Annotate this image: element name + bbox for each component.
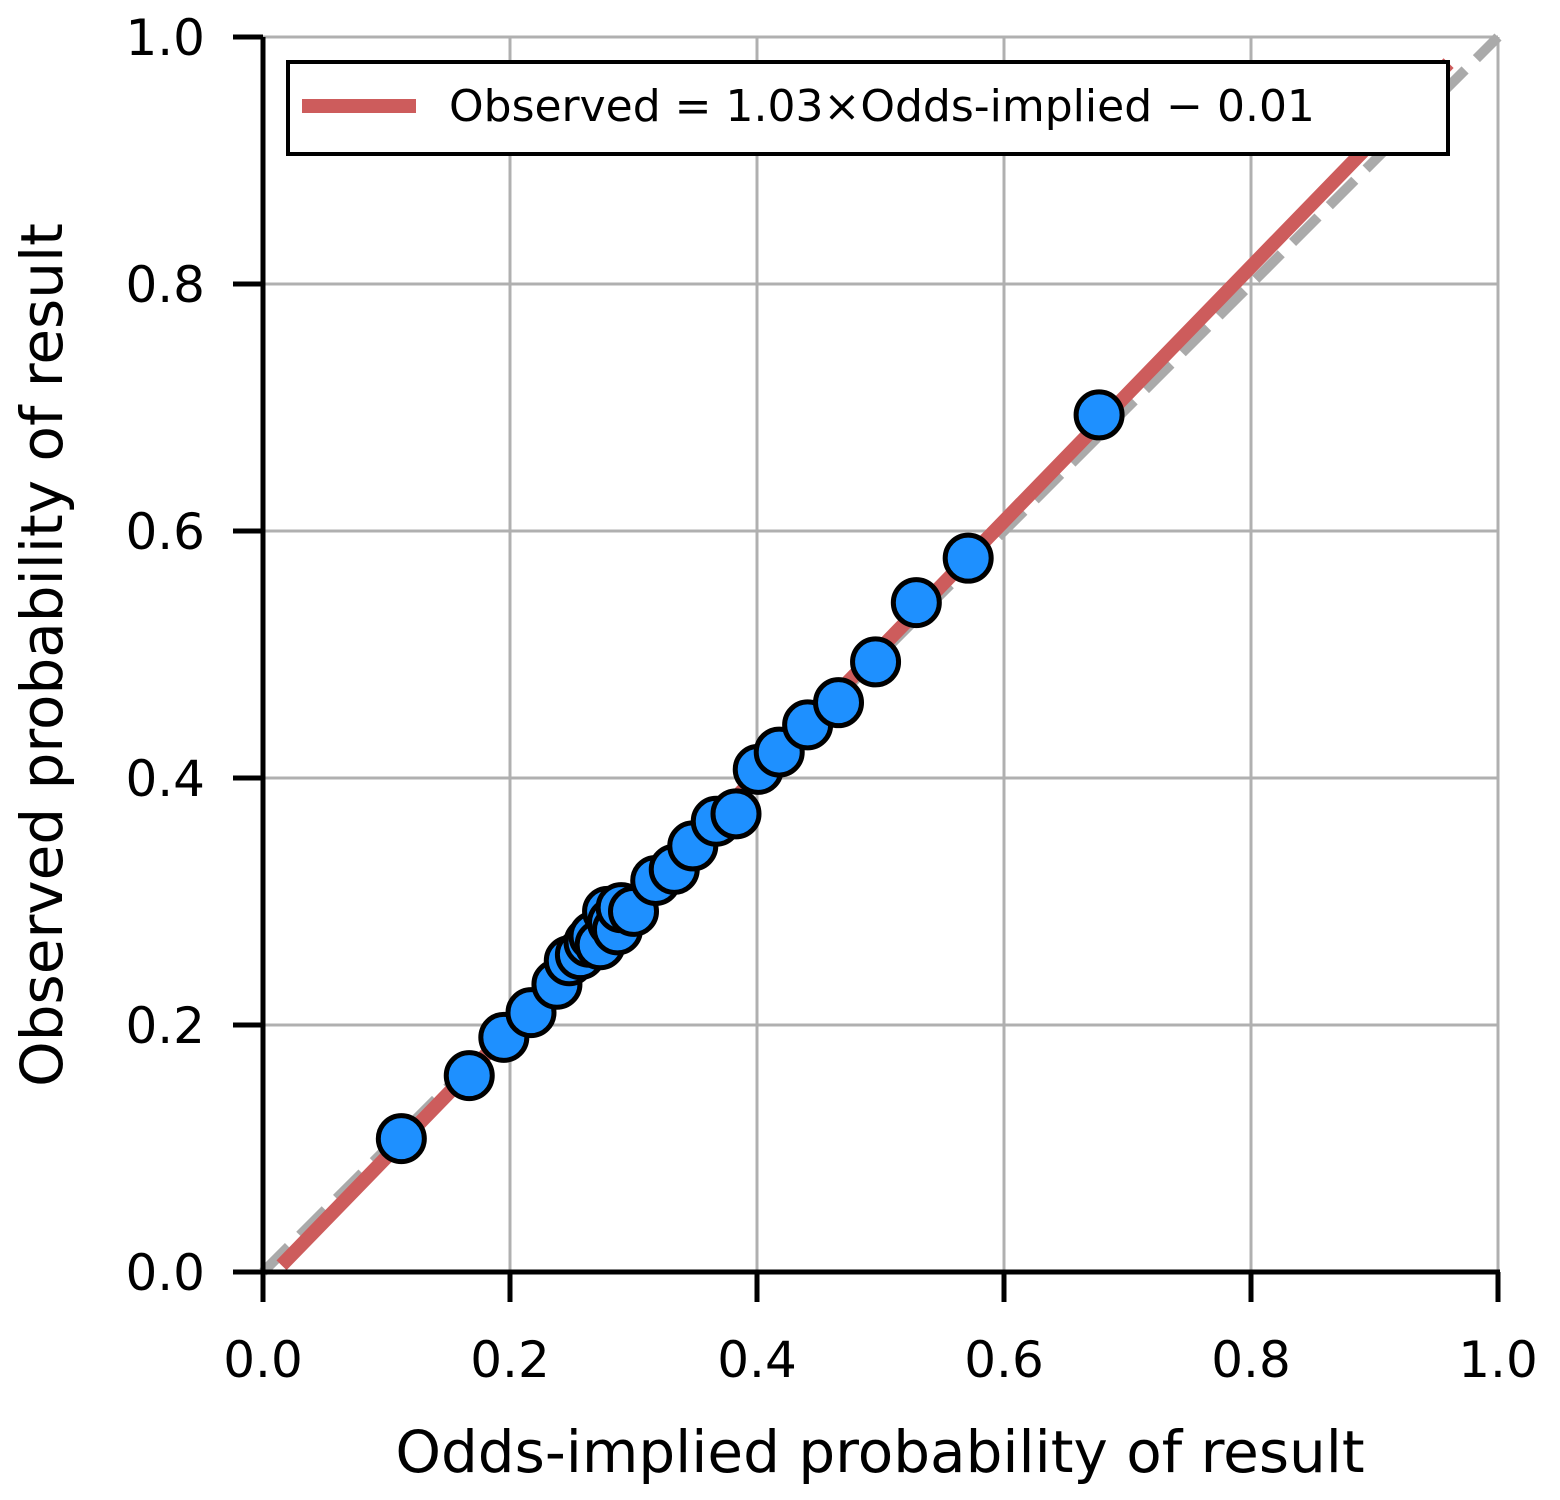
x-tick-label: 1.0 <box>1458 1331 1538 1389</box>
y-axis-label: Observed probability of result <box>8 223 76 1087</box>
data-point <box>813 677 865 729</box>
legend-label-fit-line: Observed = 1.03×Odds-implied − 0.01 <box>449 81 1315 132</box>
data-point <box>850 636 902 688</box>
y-tick-label: 0.6 <box>125 503 205 561</box>
y-tick-label: 0.8 <box>125 256 205 314</box>
data-point <box>890 577 942 629</box>
y-tick-label: 0.0 <box>125 1244 205 1302</box>
legend-box <box>286 60 1450 156</box>
y-tick-label: 1.0 <box>125 9 205 67</box>
data-point <box>443 1050 495 1102</box>
data-point <box>1073 389 1125 441</box>
x-tick-label: 0.0 <box>223 1331 303 1389</box>
y-tick-label: 0.2 <box>125 997 205 1055</box>
x-tick-label: 0.8 <box>1211 1331 1291 1389</box>
grid <box>263 35 1500 1272</box>
axes: 0.0 0.2 0.4 0.6 0.8 1.0 0.0 0.2 0.4 0.6 0.8 1.0 <box>125 9 1537 1389</box>
data-point <box>375 1113 427 1165</box>
x-tick-label: 0.6 <box>964 1331 1044 1389</box>
x-tick-label: 0.4 <box>717 1331 797 1389</box>
data-point <box>942 532 994 584</box>
data-points <box>375 389 1125 1165</box>
x-tick-label: 0.2 <box>470 1331 550 1389</box>
data-point <box>710 788 762 840</box>
y-tick-label: 0.4 <box>125 750 205 808</box>
x-axis-label: Odds-implied probability of result <box>395 1418 1364 1486</box>
legend: Observed = 1.03×Odds-implied − 0.01 <box>286 60 1450 156</box>
